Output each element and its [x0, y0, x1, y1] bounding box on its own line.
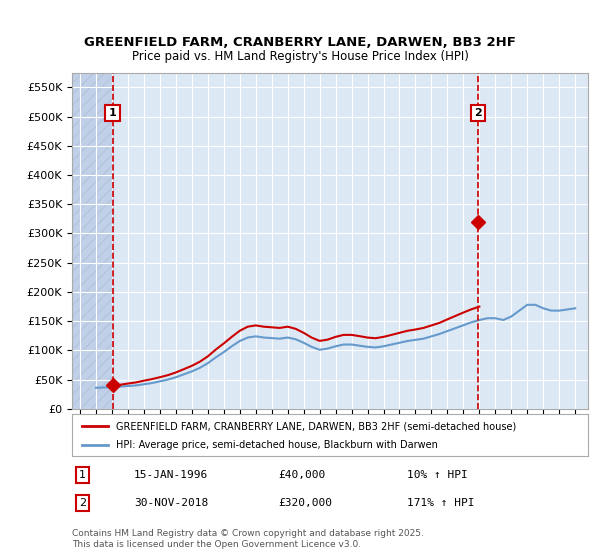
Text: 1: 1	[109, 108, 116, 118]
Text: GREENFIELD FARM, CRANBERRY LANE, DARWEN, BB3 2HF: GREENFIELD FARM, CRANBERRY LANE, DARWEN,…	[84, 36, 516, 49]
Bar	[72, 73, 113, 409]
Text: 10% ↑ HPI: 10% ↑ HPI	[407, 470, 468, 480]
Text: Price paid vs. HM Land Registry's House Price Index (HPI): Price paid vs. HM Land Registry's House …	[131, 50, 469, 63]
Text: 2: 2	[474, 108, 482, 118]
Bar	[72, 73, 113, 409]
Text: 1: 1	[79, 470, 86, 480]
Text: 15-JAN-1996: 15-JAN-1996	[134, 470, 208, 480]
Text: £320,000: £320,000	[278, 498, 332, 508]
Text: HPI: Average price, semi-detached house, Blackburn with Darwen: HPI: Average price, semi-detached house,…	[116, 440, 438, 450]
Text: £40,000: £40,000	[278, 470, 326, 480]
Text: 30-NOV-2018: 30-NOV-2018	[134, 498, 208, 508]
Text: 2: 2	[79, 498, 86, 508]
Text: 171% ↑ HPI: 171% ↑ HPI	[407, 498, 475, 508]
Text: GREENFIELD FARM, CRANBERRY LANE, DARWEN, BB3 2HF (semi-detached house): GREENFIELD FARM, CRANBERRY LANE, DARWEN,…	[116, 421, 516, 431]
Text: Contains HM Land Registry data © Crown copyright and database right 2025.
This d: Contains HM Land Registry data © Crown c…	[72, 529, 424, 549]
